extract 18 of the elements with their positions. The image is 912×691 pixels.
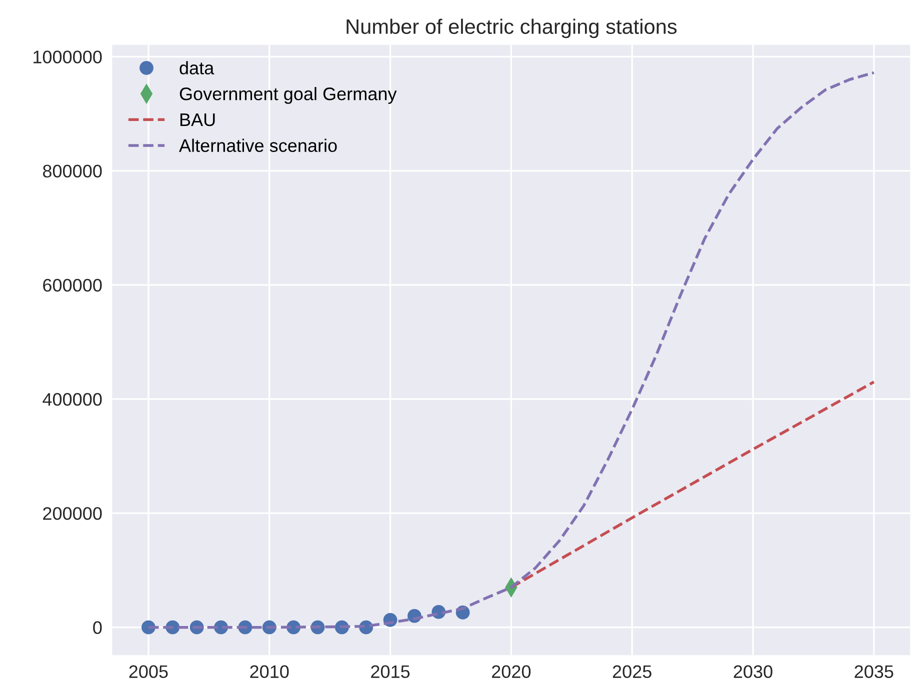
chart-title: Number of electric charging stations [346, 18, 677, 38]
x-tick-label: 2030 [734, 665, 772, 678]
y-tick-label: 1000000 [34, 50, 102, 64]
x-tick-label: 2015 [371, 665, 410, 678]
x-tick-label: 2020 [492, 665, 531, 678]
y-tick-label: 800000 [42, 164, 102, 178]
legend-label: data [180, 61, 214, 74]
x-tick-label: 2005 [129, 665, 168, 678]
legend-label: Government goal Germany [180, 87, 397, 104]
legend-label: BAU [180, 114, 215, 126]
y-tick-label: 400000 [42, 393, 102, 406]
y-tick-label: 0 [93, 621, 102, 634]
y-tick-label: 600000 [43, 278, 102, 292]
y-tick-label: 200000 [43, 507, 102, 520]
x-tick-label: 2010 [250, 665, 289, 678]
legend-label: Alternative scenario [179, 138, 337, 152]
x-tick-label: 2035 [854, 665, 894, 678]
x-tick-label: 2025 [612, 665, 652, 678]
